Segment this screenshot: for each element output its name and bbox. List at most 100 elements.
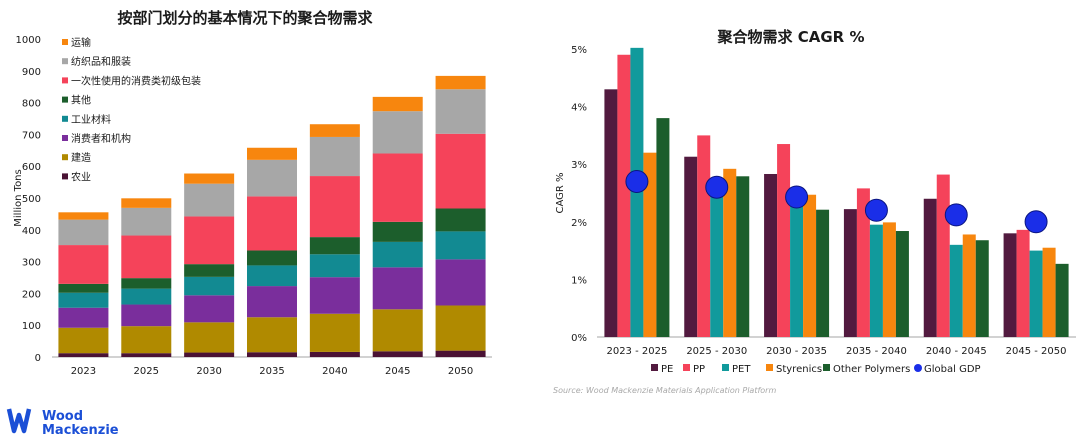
- chart2-bar: [697, 135, 711, 337]
- chart2-legend-swatch: [914, 364, 922, 372]
- chart2-bar: [684, 156, 698, 337]
- chart2-bar: [962, 234, 976, 337]
- chart2-bar: [923, 198, 937, 337]
- chart2-bar: [882, 222, 896, 337]
- chart2-bar: [1055, 263, 1069, 337]
- chart2-bar: [869, 224, 883, 337]
- chart1-bar-segment: [121, 207, 172, 236]
- chart1-bar-segment: [435, 89, 486, 134]
- chart1-y-axis-label: Million Tons: [13, 169, 24, 226]
- chart1-bar-segment: [309, 313, 360, 352]
- chart1-bar-segment: [247, 147, 297, 160]
- chart1-bar-segment: [121, 278, 172, 289]
- chart1-legend-label: 纺织品和服装: [71, 55, 131, 68]
- chart2-bar: [736, 176, 750, 337]
- chart1-x-tick-label: 2040: [322, 366, 347, 377]
- chart1-legend-swatch: [62, 96, 68, 103]
- chart1-bar-segment: [372, 111, 423, 154]
- chart1-y-tick-label: 600: [22, 162, 41, 173]
- chart2-bar: [843, 209, 857, 337]
- chart2-legend-label: Global GDP: [924, 364, 981, 375]
- chart1-bar-segment: [247, 265, 297, 287]
- chart2-bar: [790, 201, 804, 337]
- chart1-bar-segment: [309, 124, 360, 137]
- chart2-x-tick-label: 2030 - 2035: [766, 346, 827, 357]
- chart1-bar-segment: [372, 351, 423, 357]
- chart2-bar: [764, 173, 778, 337]
- chart1-legend-swatch: [62, 173, 68, 180]
- chart1-bar-segment: [435, 259, 486, 306]
- chart1-legend-swatch: [62, 77, 68, 84]
- chart1-bar-segment: [309, 136, 360, 177]
- chart1-legend-label: 一次性使用的消费类初级包装: [71, 74, 201, 87]
- chart1-bar-segment: [247, 159, 297, 197]
- chart1-bar-segment: [435, 231, 486, 260]
- logo-mark-icon: [6, 408, 32, 434]
- chart2-legend-label: PET: [732, 364, 751, 375]
- chart1-x-tick-label: 2050: [448, 366, 473, 377]
- chart1-y-tick-label: 200: [22, 289, 41, 300]
- chart1-bar-segment: [435, 75, 486, 90]
- chart2-legend-swatch: [722, 364, 729, 371]
- chart1-bar-segment: [58, 219, 109, 246]
- chart1-bar-segment: [372, 221, 423, 242]
- chart2-bar: [723, 168, 737, 337]
- chart2-legend-swatch: [683, 364, 690, 371]
- chart2-y-tick-label: 5%: [571, 45, 587, 56]
- chart1-bar-segment: [58, 245, 109, 284]
- chart1-bar-segment: [184, 276, 235, 296]
- chart2-legend: PE PP PET Styrenics Other Polymers Global GDP: [651, 364, 981, 375]
- chart1-bar-segment: [247, 250, 297, 266]
- chart1-legend-label: 农业: [71, 170, 91, 183]
- chart1-bar-segment: [58, 353, 109, 357]
- chart1-y-tick-label: 900: [22, 67, 41, 78]
- chart1-legend-swatch: [62, 39, 68, 45]
- chart2-legend-label: Other Polymers: [833, 364, 910, 375]
- chart1-bar-segment: [309, 237, 360, 255]
- chart2-legend-label: PP: [693, 364, 705, 375]
- chart2-gdp-marker: [705, 175, 729, 199]
- chart1-bar-segment: [184, 173, 235, 184]
- chart2-y-tick-label: 3%: [571, 160, 587, 171]
- chart1-legend-label: 工业材料: [71, 113, 111, 126]
- chart2-x-tick-label: 2023 - 2025: [606, 346, 667, 357]
- chart1-legend-swatch: [62, 115, 68, 122]
- chart1-bar-segment: [372, 96, 423, 112]
- chart1-legend-label: 建造: [71, 151, 91, 164]
- chart2-bar: [816, 209, 830, 337]
- chart1-x-tick-label: 2023: [71, 366, 96, 377]
- chart1-bar-segment: [247, 286, 297, 318]
- chart2-title: 聚合物需求 CAGR %: [717, 28, 865, 46]
- chart1-y-tick-label: 800: [22, 99, 41, 110]
- chart1-y-tick-label: 500: [22, 194, 41, 205]
- chart1-legend-swatch: [62, 135, 68, 141]
- chart1-bar-segment: [184, 295, 235, 323]
- chart1-bar-segment: [58, 327, 109, 354]
- chart1-y-tick-label: 300: [22, 258, 41, 269]
- chart2-bar: [617, 54, 631, 337]
- chart2-legend-swatch: [766, 364, 773, 371]
- chart2-y-axis-label: CAGR %: [555, 172, 566, 213]
- chart1-bar-segment: [372, 309, 423, 352]
- chart1-bar-segment: [309, 254, 360, 278]
- chart1-bar-segment: [121, 304, 172, 327]
- chart2-gdp-marker: [864, 198, 888, 222]
- chart2-gdp-marker: [944, 203, 968, 227]
- chart1-x-tick-label: 2045: [385, 366, 410, 377]
- source-note: Source: Wood Mackenzie Materials Applica…: [553, 386, 776, 395]
- chart1-bar-segment: [121, 235, 172, 279]
- chart1-bar-segment: [184, 216, 235, 265]
- chart1-bar-segment: [121, 353, 172, 357]
- chart1-y-tick-label: 1000: [16, 35, 41, 46]
- cagr-chart: 聚合物需求 CAGR % CAGR % 0% 1% 2% 3% 4% 5% 2023 - 202…: [555, 28, 1076, 375]
- chart1-bar-segment: [184, 183, 235, 217]
- chart2-legend-label: Styrenics: [776, 364, 822, 375]
- chart1-bar-segment: [435, 133, 486, 209]
- chart2-x-tick-label: 2025 - 2030: [686, 346, 747, 357]
- brand-name-line1: Wood: [42, 409, 83, 424]
- chart1-y-tick-label: 100: [22, 321, 41, 332]
- chart2-legend-swatch: [651, 364, 658, 371]
- chart1-bar-segment: [58, 283, 109, 293]
- chart2-y-tick-label: 2%: [571, 218, 587, 229]
